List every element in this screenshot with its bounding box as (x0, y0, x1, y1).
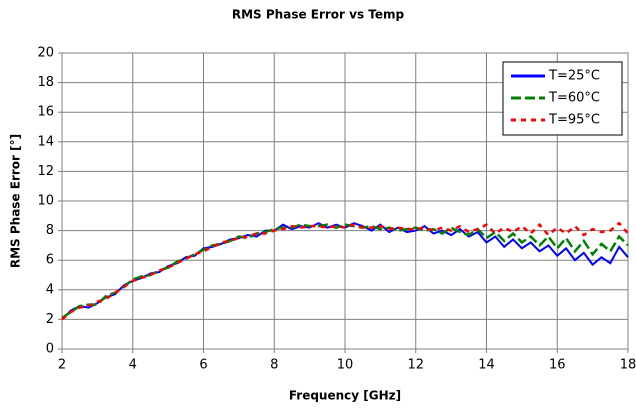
x-tick-label: 12 (407, 358, 424, 373)
y-tick-label: 8 (46, 223, 54, 238)
x-axis-label: Frequency [GHz] (289, 389, 401, 403)
y-axis-label: RMS Phase Error [°] (9, 134, 23, 268)
legend-label: T=60°C (548, 91, 600, 106)
legend-box (502, 61, 623, 136)
x-tick-label: 10 (337, 358, 354, 373)
y-tick-label: 4 (46, 282, 54, 297)
y-tick-label: 12 (37, 164, 54, 179)
y-tick-label: 14 (37, 134, 54, 149)
y-tick-label: 18 (37, 75, 54, 90)
y-tick-label: 0 (46, 342, 54, 357)
y-tick-label: 16 (37, 105, 54, 120)
x-tick-label: 8 (270, 358, 278, 373)
chart-title: RMS Phase Error vs Temp (232, 8, 405, 22)
x-tick-label: 4 (129, 358, 137, 373)
x-tick-label: 2 (58, 358, 66, 373)
x-tick-label: 14 (478, 358, 495, 373)
x-tick-label: 18 (620, 358, 636, 373)
data-line (61, 221, 629, 321)
y-tick-label: 20 (37, 46, 54, 61)
legend-label: T=25°C (548, 69, 600, 84)
data-line (61, 223, 629, 319)
y-tick-label: 10 (37, 194, 54, 209)
y-tick-label: 6 (46, 253, 54, 268)
y-tick-label: 2 (46, 312, 54, 327)
x-tick-label: 6 (199, 358, 207, 373)
legend-label: T=95°C (548, 113, 600, 128)
x-tick-label: 16 (549, 358, 566, 373)
